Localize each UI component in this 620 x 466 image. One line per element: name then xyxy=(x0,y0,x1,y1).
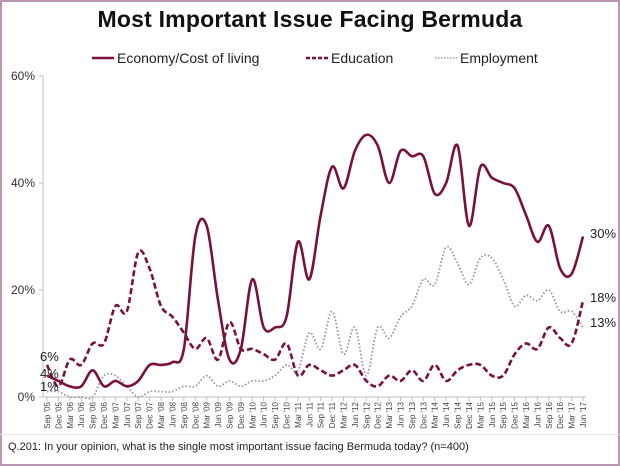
end-value-label: 18% xyxy=(590,290,616,305)
x-tick-label: Sep '10 xyxy=(271,401,280,428)
start-value-label: 1% xyxy=(40,379,59,394)
y-tick-label: 20% xyxy=(11,283,35,297)
x-tick-label: Jun '06 xyxy=(77,401,86,427)
x-tick-label: Mar '13 xyxy=(385,401,394,428)
x-tick-label: Sep '07 xyxy=(134,401,143,428)
x-tick-label: Sep '09 xyxy=(225,401,234,428)
x-tick-label: Jun '17 xyxy=(579,401,588,427)
x-tick-label: Dec '13 xyxy=(419,401,428,428)
x-tick-label: Jun '15 xyxy=(488,401,497,427)
x-tick-label: Sep '15 xyxy=(499,401,508,428)
x-tick-label: Mar '07 xyxy=(111,401,120,428)
x-tick-label: Sep '08 xyxy=(180,401,189,428)
chart-title: Most Important Issue Facing Bermuda xyxy=(97,6,523,32)
footnote-divider xyxy=(0,434,620,435)
x-tick-label: Sep '05 xyxy=(43,401,52,428)
x-tick-label: Mar '17 xyxy=(568,401,577,428)
x-tick-label: Jun '12 xyxy=(351,401,360,427)
end-value-label: 30% xyxy=(590,226,616,241)
x-tick-label: Sep '14 xyxy=(454,401,463,428)
start-value-label: 6% xyxy=(40,349,59,364)
x-tick-label: Jun '10 xyxy=(260,401,269,427)
x-tick-label: Dec '06 xyxy=(100,401,109,428)
x-tick-label: Sep '13 xyxy=(408,401,417,428)
x-tick-label: Jun '07 xyxy=(123,401,132,427)
x-tick-label: Jun '09 xyxy=(214,401,223,427)
x-tick-label: Dec '10 xyxy=(282,401,291,428)
x-tick-label: Dec '08 xyxy=(191,401,200,428)
legend-swatch-dotted xyxy=(435,57,457,59)
legend-swatch-dashed xyxy=(306,56,328,60)
x-tick-label: Mar '06 xyxy=(66,401,75,428)
x-tick-label: Mar '10 xyxy=(248,401,257,428)
x-tick-label: Dec '09 xyxy=(237,401,246,428)
start-value-label: 4% xyxy=(40,366,59,381)
x-tick-label: Jun '13 xyxy=(397,401,406,427)
x-tick-label: Sep '12 xyxy=(362,401,371,428)
y-tick-label: 60% xyxy=(11,69,35,83)
y-tick-label: 40% xyxy=(11,176,35,190)
series-line-education xyxy=(45,249,585,388)
series-line-employment xyxy=(46,245,584,400)
x-tick-label: Dec '11 xyxy=(328,401,337,428)
x-tick-label: Mar '08 xyxy=(157,401,166,428)
x-tick-label: Sep '16 xyxy=(545,401,554,428)
x-tick-label: Jun '11 xyxy=(305,401,314,427)
x-tick-label: Dec '15 xyxy=(511,401,520,428)
x-tick-label: Jun '08 xyxy=(168,401,177,427)
x-tick-label: Mar '11 xyxy=(294,401,303,427)
x-tick-label: Dec '12 xyxy=(374,401,383,428)
x-tick-label: Mar '14 xyxy=(431,401,440,428)
x-tick-label: Mar '12 xyxy=(340,401,349,428)
x-tick-label: Sep '11 xyxy=(317,401,326,428)
legend-item-employment: Employment xyxy=(435,50,538,66)
legend-swatch-solid xyxy=(92,56,114,60)
x-tick-label: Mar '15 xyxy=(476,401,485,428)
x-tick-label: Jun '16 xyxy=(533,401,542,427)
series-line-economy xyxy=(46,133,585,390)
legend-label-education: Education xyxy=(331,50,394,66)
x-tick-label: Mar '16 xyxy=(522,401,531,428)
y-tick-label: 0% xyxy=(18,390,36,404)
x-tick-label: Mar '09 xyxy=(203,401,212,428)
legend: Economy/Cost of living Education Employm… xyxy=(0,50,620,70)
x-tick-label: Jun '14 xyxy=(442,401,451,427)
footnote: Q.201: In your opinion, what is the sing… xyxy=(8,441,469,453)
legend-item-education: Education xyxy=(306,50,393,66)
legend-label-employment: Employment xyxy=(460,50,538,66)
x-tick-label: Dec '14 xyxy=(465,401,474,428)
end-value-label: 13% xyxy=(590,315,616,330)
legend-item-economy: Economy/Cost of living xyxy=(92,50,259,66)
x-tick-label: Dec '16 xyxy=(556,401,565,428)
legend-label-economy: Economy/Cost of living xyxy=(117,50,260,66)
x-tick-label: Sep '06 xyxy=(89,401,98,428)
x-tick-label: Dec '05 xyxy=(54,401,63,428)
x-tick-label: Dec '07 xyxy=(146,401,155,428)
